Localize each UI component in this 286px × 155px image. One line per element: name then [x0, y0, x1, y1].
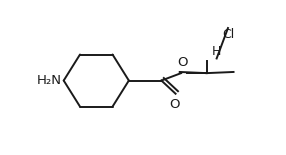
Text: H₂N: H₂N: [36, 74, 61, 87]
Text: H: H: [212, 45, 221, 58]
Text: Cl: Cl: [222, 28, 234, 41]
Text: O: O: [169, 98, 179, 111]
Text: O: O: [177, 56, 188, 69]
